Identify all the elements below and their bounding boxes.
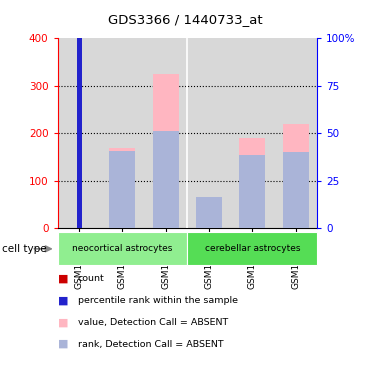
Text: ■: ■: [58, 273, 68, 283]
Text: neocortical astrocytes: neocortical astrocytes: [72, 244, 173, 253]
Bar: [196, 197, 222, 228]
Text: value, Detection Call = ABSENT: value, Detection Call = ABSENT: [78, 318, 228, 327]
Text: cerebellar astrocytes: cerebellar astrocytes: [204, 244, 300, 253]
Bar: [239, 138, 265, 228]
Text: ■: ■: [58, 339, 68, 349]
Bar: [109, 151, 135, 228]
Text: percentile rank within the sample: percentile rank within the sample: [78, 296, 238, 305]
Bar: [196, 207, 222, 228]
Bar: [109, 148, 135, 228]
Bar: [76, 190, 82, 228]
Bar: [58, 232, 187, 265]
Text: count: count: [78, 274, 105, 283]
Bar: [76, 38, 82, 228]
Bar: [153, 74, 179, 228]
Text: GDS3366 / 1440733_at: GDS3366 / 1440733_at: [108, 13, 263, 26]
Text: rank, Detection Call = ABSENT: rank, Detection Call = ABSENT: [78, 339, 224, 349]
Bar: [283, 152, 309, 228]
Text: ■: ■: [58, 295, 68, 305]
Bar: [239, 155, 265, 228]
Text: ■: ■: [58, 317, 68, 327]
Bar: [153, 131, 179, 228]
Bar: [187, 232, 317, 265]
Bar: [283, 124, 309, 228]
Text: cell type: cell type: [2, 244, 46, 254]
